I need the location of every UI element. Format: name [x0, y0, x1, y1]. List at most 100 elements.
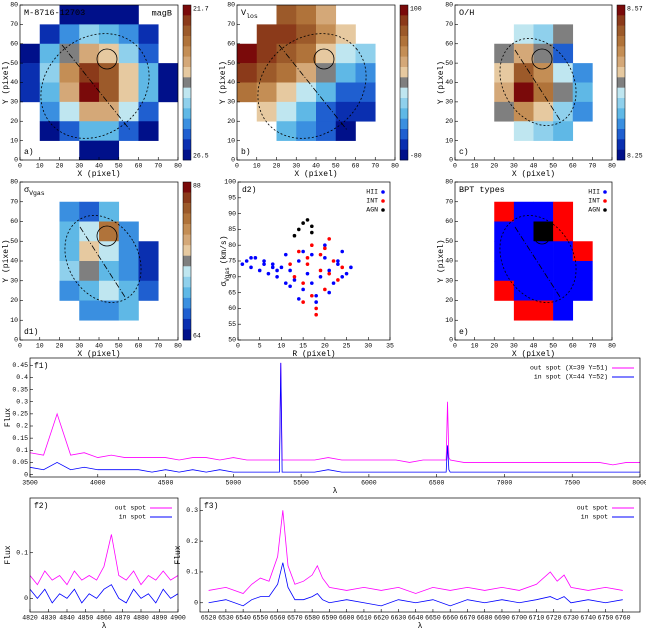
map-cell: [79, 5, 100, 25]
map-cell: [513, 121, 534, 141]
x-tick-label: 80: [174, 343, 182, 350]
y-tick-label: 60: [445, 218, 453, 225]
x-tick-label: 6760: [615, 615, 631, 622]
y-tick-label: 0: [231, 157, 235, 164]
colorbar-step: [183, 56, 191, 68]
x-tick-label: 4860: [96, 615, 112, 622]
y-tick-label: 0: [194, 599, 198, 606]
x-tick-label: 40: [312, 163, 320, 170]
x-tick-label: 20: [56, 163, 64, 170]
map-cell: [494, 201, 515, 222]
panel-title: Vlos: [241, 8, 258, 19]
point: [336, 278, 340, 282]
map-cell: [138, 101, 159, 122]
y-tick-label: 80: [227, 2, 235, 9]
y-tick-label: 65: [228, 289, 236, 296]
point: [305, 256, 310, 260]
colorbar-step: [617, 15, 625, 26]
panel: 3500 4000 4500 5000 5500 6000 6500 7000 7500 8000…: [4, 357, 646, 496]
spot-circle: [96, 225, 118, 247]
map-cell: [118, 101, 139, 122]
colorbar-frame: [182, 4, 192, 161]
x-tick-label: 25: [343, 343, 351, 350]
colorbar-step: [183, 129, 191, 140]
map-cell: [513, 63, 534, 83]
map-cell: [276, 24, 297, 45]
map-cell: [59, 5, 80, 25]
map-cell: [355, 63, 376, 83]
y-tick-label: 50: [228, 337, 236, 344]
x-tick-label: 6610: [356, 615, 372, 622]
map-cell: [494, 280, 515, 301]
x-tick-label: 0: [453, 343, 457, 350]
legend-label: out spot (X=39 Y=51): [530, 365, 608, 372]
map-cell: [39, 101, 60, 122]
map-cell: [256, 43, 277, 64]
y-tick-label: 40: [10, 79, 18, 86]
x-tick-label: 70: [588, 343, 596, 350]
colorbar-step: [183, 266, 191, 278]
panel-title-main: σ: [24, 185, 30, 195]
map-cell: [494, 63, 515, 83]
x-tick-label: 6730: [563, 615, 579, 622]
x-tick-label: 5000: [226, 480, 242, 487]
y-axis-label-main: Y (pixel): [2, 239, 11, 282]
point: [318, 275, 323, 279]
point: [340, 265, 345, 270]
x-tick-label: 20: [56, 343, 64, 350]
x-axis-label: X (pixel): [512, 350, 555, 359]
point: [336, 259, 340, 263]
ellipse: [40, 33, 150, 139]
colorbar-step: [183, 149, 191, 161]
colorbar-label: 8.25: [627, 153, 643, 160]
map-cell: [553, 82, 574, 103]
x-tick-label: 4830: [41, 615, 57, 622]
spectrum-line: [30, 584, 178, 604]
colorbar-step: [183, 182, 191, 193]
colorbar-step: [183, 46, 191, 57]
legend-swatch: [381, 208, 385, 212]
point: [314, 306, 318, 311]
y-tick-label: 70: [228, 274, 236, 281]
colorbar-step: [183, 15, 191, 26]
panel: 8.57 8.25 0 10 20 30 40 50 60 70 80 0 10 20 30 40 50 60 70…: [437, 2, 643, 179]
y-tick-label: 30: [227, 99, 235, 106]
colorbar-step: [183, 213, 191, 225]
y-axis-label-sub: Vgas: [224, 267, 231, 282]
map-cell: [316, 82, 337, 103]
map-cell: [513, 43, 534, 64]
x-tick-label: 30: [292, 163, 300, 170]
x-tick-label: 10: [471, 163, 479, 170]
x-tick-label: 4000: [90, 480, 106, 487]
x-tick-label: 40: [95, 163, 103, 170]
y-tick-label: 20: [445, 118, 453, 125]
map-cell: [59, 101, 80, 122]
spot-circle: [533, 227, 551, 245]
plot-area: [59, 201, 159, 321]
colorbar-step: [183, 108, 191, 119]
x-tick-label: 8000: [632, 480, 646, 487]
colorbar-step: [400, 36, 408, 47]
map-cell: [59, 24, 80, 45]
panel-title-main: V: [241, 8, 247, 18]
map-cell: [99, 140, 120, 160]
map-cell: [513, 24, 534, 45]
map-cell: [158, 82, 178, 103]
map-cell: [296, 63, 317, 83]
map-cell: [237, 43, 258, 64]
map-cell: [494, 43, 515, 64]
y-axis-label: Flux: [4, 408, 13, 427]
point: [318, 252, 323, 257]
x-tick-label: 50: [549, 343, 557, 350]
map-cell: [99, 43, 120, 64]
x-tick-label: 30: [510, 343, 518, 350]
map-cell: [118, 43, 139, 64]
panel-label: c): [459, 148, 469, 157]
colorbar-label: 21.7: [193, 6, 209, 13]
x-axis-label: λ: [418, 622, 423, 631]
y-tick-label: 0.35: [12, 386, 28, 393]
map-cell: [533, 82, 554, 103]
legend-swatch: [603, 199, 607, 203]
